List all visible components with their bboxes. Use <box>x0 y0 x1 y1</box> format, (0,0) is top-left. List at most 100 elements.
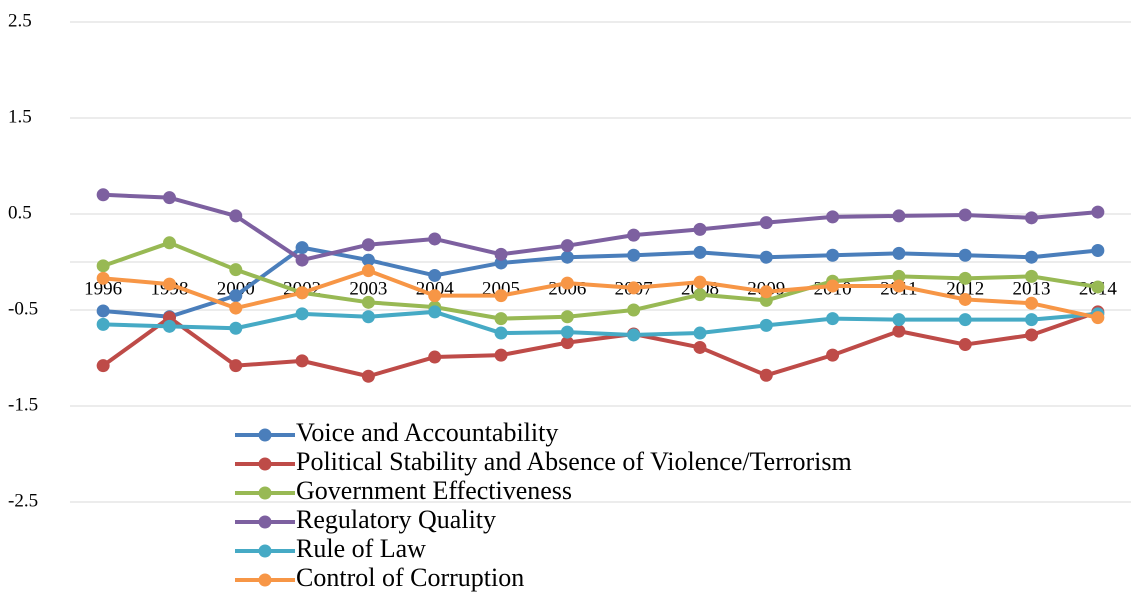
x-tick-label: 2003 <box>349 278 387 299</box>
data-point <box>892 279 906 293</box>
y-tick-label: -0.5 <box>8 298 38 319</box>
legend-marker <box>258 486 272 500</box>
data-point <box>560 239 574 253</box>
x-tick-label: 2012 <box>946 278 984 299</box>
data-point <box>759 285 773 299</box>
data-point <box>295 253 309 267</box>
x-tick-label: 2013 <box>1013 278 1051 299</box>
series-line <box>101 310 1099 379</box>
y-tick-label: 1.5 <box>8 106 32 127</box>
data-point <box>494 289 508 303</box>
data-point <box>428 350 442 364</box>
data-point <box>96 317 110 331</box>
series-line <box>102 240 1099 321</box>
data-point <box>759 250 773 264</box>
data-point <box>892 269 906 283</box>
series-line <box>103 192 1099 263</box>
data-point <box>229 209 243 223</box>
data-point <box>958 208 972 222</box>
data-point <box>627 328 641 342</box>
data-point <box>1025 211 1039 225</box>
series-line <box>103 309 1099 337</box>
data-point <box>560 276 574 290</box>
data-point <box>1025 269 1039 283</box>
data-point <box>759 216 773 230</box>
legend-label: Government Effectiveness <box>296 476 572 505</box>
data-point <box>826 248 840 262</box>
series-line <box>102 245 1099 319</box>
data-point <box>958 313 972 327</box>
data-point <box>1025 250 1039 264</box>
data-point <box>1091 205 1105 219</box>
data-point <box>229 321 243 335</box>
data-point <box>361 238 375 252</box>
data-point <box>693 288 707 302</box>
x-tick-label: 2000 <box>217 278 255 299</box>
legend-marker <box>258 428 272 442</box>
data-point <box>494 312 508 326</box>
data-point <box>229 263 243 277</box>
legend-marker <box>258 573 272 587</box>
y-tick-label: -1.5 <box>8 394 38 415</box>
data-point <box>494 348 508 362</box>
data-point <box>892 313 906 327</box>
data-point <box>428 305 442 319</box>
data-point <box>428 232 442 246</box>
data-point <box>428 289 442 303</box>
data-point <box>1025 328 1039 342</box>
data-point <box>1091 243 1105 257</box>
data-point <box>361 310 375 324</box>
data-point <box>892 246 906 260</box>
data-point <box>1025 296 1039 310</box>
data-point <box>229 301 243 315</box>
data-point <box>693 326 707 340</box>
data-point <box>162 277 176 291</box>
legend-marker <box>258 457 272 471</box>
data-point <box>560 325 574 339</box>
data-point <box>826 348 840 362</box>
legend-marker <box>258 515 272 529</box>
data-point <box>759 318 773 332</box>
data-point <box>162 191 176 205</box>
data-point <box>361 369 375 383</box>
data-point <box>1091 311 1105 325</box>
data-point <box>295 354 309 368</box>
data-point <box>826 210 840 224</box>
data-point <box>428 268 442 282</box>
y-tick-label: -2.5 <box>8 490 38 511</box>
data-point <box>96 271 110 285</box>
data-point <box>693 245 707 259</box>
data-point <box>96 188 110 202</box>
data-point <box>958 248 972 262</box>
data-point <box>361 253 375 267</box>
data-point <box>295 241 309 255</box>
legend-label: Rule of Law <box>296 534 426 563</box>
data-point <box>361 264 375 278</box>
data-point <box>826 279 840 293</box>
data-point <box>892 324 906 338</box>
data-point <box>627 228 641 242</box>
legend-label: Regulatory Quality <box>296 505 496 534</box>
y-tick-label: 2.5 <box>8 10 32 31</box>
data-point <box>627 281 641 295</box>
data-point <box>958 338 972 352</box>
data-point <box>361 295 375 309</box>
x-tick-label: 1996 <box>84 278 122 299</box>
data-point <box>693 275 707 289</box>
series-line <box>102 268 1099 320</box>
data-point <box>229 289 243 303</box>
data-point <box>162 236 176 250</box>
data-point <box>627 248 641 262</box>
data-point <box>693 340 707 354</box>
legend-marker <box>258 544 272 558</box>
data-point <box>560 336 574 350</box>
data-point <box>693 222 707 236</box>
data-point <box>958 271 972 285</box>
y-tick-label: 0.5 <box>8 202 32 223</box>
data-point <box>96 304 110 318</box>
data-point <box>958 292 972 306</box>
data-point <box>96 359 110 373</box>
data-point <box>295 307 309 321</box>
data-point <box>494 326 508 340</box>
